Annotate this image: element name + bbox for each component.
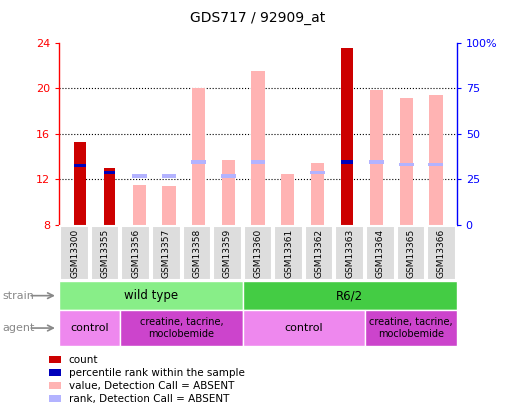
Text: GSM13357: GSM13357 bbox=[162, 228, 171, 278]
Text: GSM13362: GSM13362 bbox=[315, 228, 324, 278]
Text: GSM13358: GSM13358 bbox=[192, 228, 201, 278]
Text: percentile rank within the sample: percentile rank within the sample bbox=[69, 368, 245, 377]
Bar bbox=[104, 171, 116, 174]
Bar bbox=[163, 186, 176, 225]
Text: GSM13360: GSM13360 bbox=[253, 228, 263, 278]
Bar bbox=[132, 174, 147, 177]
Text: control: control bbox=[71, 323, 109, 333]
Bar bbox=[162, 174, 176, 177]
Text: GSM13359: GSM13359 bbox=[223, 228, 232, 278]
Bar bbox=[133, 185, 146, 225]
Text: creatine, tacrine,
moclobemide: creatine, tacrine, moclobemide bbox=[369, 317, 453, 339]
Text: GSM13361: GSM13361 bbox=[284, 228, 293, 278]
Bar bbox=[191, 160, 206, 164]
Text: GDS717 / 92909_at: GDS717 / 92909_at bbox=[190, 11, 326, 25]
Text: GSM13363: GSM13363 bbox=[345, 228, 354, 278]
Bar bbox=[74, 164, 86, 167]
Text: R6/2: R6/2 bbox=[336, 289, 363, 302]
Bar bbox=[341, 160, 352, 164]
Bar bbox=[281, 173, 294, 225]
Bar bbox=[311, 163, 324, 225]
Text: GSM13356: GSM13356 bbox=[131, 228, 140, 278]
Bar bbox=[369, 160, 384, 164]
Bar bbox=[251, 71, 265, 225]
Bar bbox=[221, 174, 236, 177]
Bar bbox=[399, 163, 414, 166]
Text: GSM13355: GSM13355 bbox=[101, 228, 110, 278]
Bar bbox=[222, 160, 235, 225]
Bar bbox=[341, 48, 352, 225]
Bar bbox=[370, 90, 383, 225]
Bar bbox=[399, 98, 413, 225]
Text: strain: strain bbox=[3, 291, 35, 301]
Bar bbox=[251, 160, 265, 164]
Text: GSM13365: GSM13365 bbox=[406, 228, 415, 278]
Text: control: control bbox=[284, 323, 323, 333]
Bar bbox=[429, 95, 443, 225]
Bar bbox=[104, 168, 116, 225]
Bar bbox=[74, 142, 86, 225]
Text: value, Detection Call = ABSENT: value, Detection Call = ABSENT bbox=[69, 381, 234, 390]
Text: GSM13364: GSM13364 bbox=[376, 228, 385, 278]
Bar bbox=[428, 163, 443, 166]
Text: count: count bbox=[69, 355, 98, 364]
Text: GSM13300: GSM13300 bbox=[70, 228, 79, 278]
Bar bbox=[310, 171, 325, 174]
Text: rank, Detection Call = ABSENT: rank, Detection Call = ABSENT bbox=[69, 394, 229, 403]
Text: creatine, tacrine,
moclobemide: creatine, tacrine, moclobemide bbox=[140, 317, 223, 339]
Text: GSM13366: GSM13366 bbox=[437, 228, 446, 278]
Text: wild type: wild type bbox=[124, 289, 178, 302]
Bar bbox=[192, 88, 205, 225]
Text: agent: agent bbox=[3, 323, 35, 333]
